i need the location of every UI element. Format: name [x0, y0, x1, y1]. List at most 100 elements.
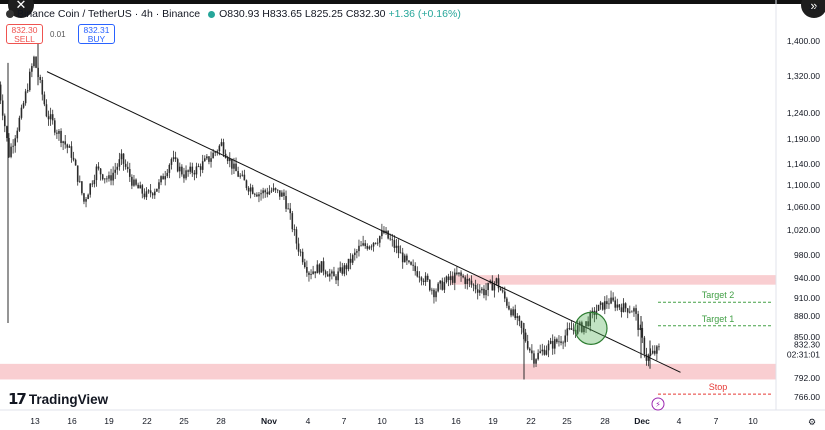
price-tick-label: 1,4 [808, 2, 820, 12]
candle-body [441, 280, 444, 290]
candle-body [262, 190, 264, 194]
grid-layer [0, 0, 825, 411]
candle-body [97, 166, 100, 169]
buy-button[interactable]: 832.31 BUY [78, 24, 115, 44]
current-price-label: 832.30 [794, 340, 820, 350]
time-axis[interactable]: 13 16 19 22 25 28 Nov 4 7 10 13 16 19 22 25 28 Dec 4 7 10 ⚙ [30, 416, 816, 428]
candle-body [81, 181, 83, 194]
candle-body [126, 166, 129, 170]
legend-symbol[interactable]: Binance Coin / TetherUS · 4h · Binance [17, 8, 201, 20]
candle-body [0, 84, 2, 101]
candle-body [501, 290, 504, 292]
candle-body [137, 184, 139, 189]
candle-body [341, 267, 344, 274]
candle-body [399, 252, 402, 254]
candle-body [578, 322, 581, 326]
candle-body [270, 190, 273, 192]
candle-body [568, 328, 571, 330]
candle-body [93, 180, 96, 185]
candle-body [76, 165, 79, 182]
candle-body [158, 182, 160, 189]
candle-body [285, 196, 287, 209]
candle-body [533, 353, 535, 364]
candle-body [78, 181, 81, 183]
candle-body [506, 298, 508, 306]
candle-body [118, 159, 121, 167]
candle-body [460, 272, 462, 276]
tradingview-logo[interactable]: 𝟭𝟳 TradingView [8, 390, 108, 408]
candle-body [622, 303, 625, 313]
time-tick-label: 16 [67, 416, 77, 426]
candle-body [420, 277, 423, 281]
candle-body [170, 159, 173, 165]
candle-body [139, 185, 142, 189]
candle-body [87, 194, 89, 200]
candle-body [26, 90, 29, 92]
candle-body [510, 309, 512, 316]
close-icon[interactable]: ✕ [8, 0, 34, 18]
symbol-icon [6, 10, 14, 18]
candle-body [95, 166, 98, 181]
candle-body [193, 172, 196, 175]
sell-button[interactable]: 832.30 SELL [6, 24, 43, 44]
zones-layer [0, 275, 776, 380]
candle-body [131, 176, 133, 186]
candle-body [222, 142, 225, 154]
candle-body [422, 280, 425, 283]
candle-body [181, 166, 183, 175]
time-tick-label: Nov [261, 416, 277, 426]
price-tick-label: 1,400.00 [787, 36, 820, 46]
candle-body [133, 179, 135, 186]
candle-body [464, 277, 467, 284]
spread-value: 0.01 [50, 30, 66, 39]
candle-body [28, 71, 31, 91]
candle-body [68, 146, 71, 148]
candle-body [208, 156, 210, 162]
candle-body [453, 272, 456, 283]
candle-body [626, 308, 629, 313]
candle-body [535, 359, 537, 364]
candle-body [187, 170, 189, 172]
price-axis[interactable]: 1,400.00 1,320.00 1,240.00 1,190.00 1,140.00… [787, 2, 820, 402]
candle-body [514, 309, 517, 319]
candle-body [358, 245, 360, 252]
candle-body [335, 276, 337, 281]
candle-body [268, 191, 271, 195]
candle-body [189, 166, 192, 172]
candle-body [289, 208, 292, 214]
price-tick-label: 792.00 [794, 373, 820, 383]
candle-body [516, 316, 519, 319]
candle-body [356, 251, 358, 253]
candle-body [35, 56, 37, 68]
settings-icon[interactable]: ⚙ [808, 418, 816, 428]
candle-body [18, 117, 21, 131]
candle-body [597, 304, 600, 311]
candle-body [197, 166, 200, 168]
candle-body [224, 153, 227, 158]
candle-body [351, 255, 354, 263]
candle-body [293, 229, 296, 231]
candle-body [458, 272, 460, 275]
candle-body [256, 194, 258, 197]
double-chevron-icon[interactable]: » [801, 0, 825, 18]
candle-body [343, 265, 346, 274]
candle-body [520, 321, 523, 328]
candle-body [576, 325, 579, 334]
candle-body [639, 327, 642, 330]
candle-body [397, 245, 400, 254]
candle-body [51, 114, 54, 121]
candle-body [49, 114, 52, 120]
candle-body [616, 304, 619, 308]
candle-body [485, 290, 487, 296]
candle-body [403, 255, 406, 263]
candle-body [199, 166, 202, 170]
candle-body [164, 176, 167, 180]
candle-body [141, 185, 144, 194]
candle-body [449, 276, 452, 281]
candle-body [108, 175, 110, 179]
candle-body [314, 271, 317, 274]
candle-body [210, 158, 212, 162]
candle-body [512, 309, 514, 316]
candle-body [239, 175, 242, 177]
